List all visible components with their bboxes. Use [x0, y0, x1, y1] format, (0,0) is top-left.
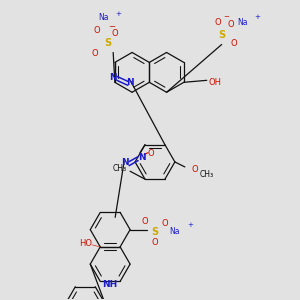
Text: +: +	[115, 11, 121, 16]
Text: O: O	[142, 217, 148, 226]
Text: CH₃: CH₃	[200, 170, 214, 179]
Text: O: O	[214, 18, 221, 27]
Text: −: −	[108, 22, 115, 31]
Text: O: O	[191, 165, 198, 174]
Text: Na: Na	[169, 227, 180, 236]
Text: S: S	[218, 29, 225, 40]
Text: O: O	[162, 219, 168, 228]
Text: −: −	[224, 14, 230, 20]
Text: O: O	[94, 26, 101, 35]
Text: HO: HO	[79, 239, 92, 248]
Text: +: +	[255, 14, 260, 20]
Text: O: O	[148, 149, 154, 158]
Text: OH: OH	[208, 78, 221, 87]
Text: S: S	[105, 38, 112, 49]
Text: N: N	[126, 78, 134, 87]
Text: N: N	[109, 73, 117, 82]
Text: O: O	[92, 49, 99, 58]
Text: O: O	[227, 20, 234, 29]
Text: CH₃: CH₃	[113, 164, 127, 173]
Text: O: O	[230, 39, 237, 48]
Text: S: S	[152, 226, 158, 237]
Text: N: N	[138, 153, 146, 162]
Text: O: O	[152, 238, 158, 247]
Text: O: O	[112, 29, 119, 38]
Text: N: N	[121, 158, 129, 167]
Text: NH: NH	[102, 280, 117, 289]
Text: +: +	[187, 222, 193, 228]
Text: Na: Na	[98, 13, 109, 22]
Text: Na: Na	[237, 18, 248, 27]
